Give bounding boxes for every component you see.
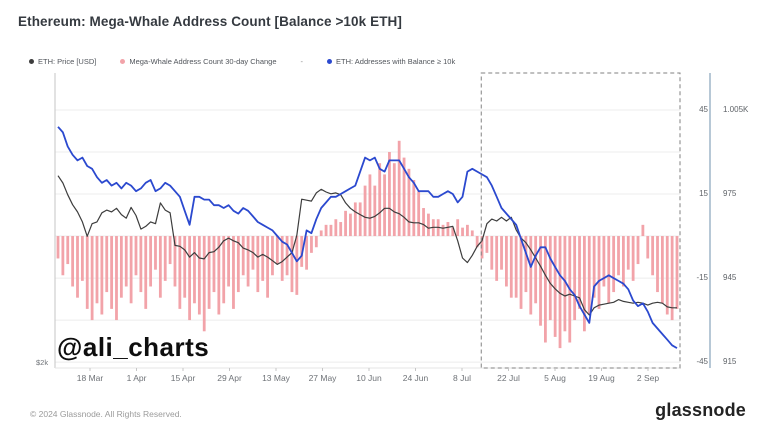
x-axis-tick-label: 15 Apr xyxy=(170,373,196,383)
x-axis-tick-label: 5 Aug xyxy=(544,373,566,383)
y-axis-change-tick-label: -45 xyxy=(696,357,708,367)
x-axis-tick-label: 13 May xyxy=(262,373,290,383)
x-axis-tick-label: 22 Jul xyxy=(497,373,520,383)
y-axis-change-tick-label: 45 xyxy=(699,104,708,114)
x-axis-tick-label: 24 Jun xyxy=(402,373,429,383)
x-axis-tick-label: 1 Apr xyxy=(126,373,147,383)
glassnode-logo: glassnode xyxy=(655,400,746,420)
y-axis-change-tick-label: 15 xyxy=(699,189,708,199)
legend-item-addresses[interactable]: ETH: Addresses with Balance ≥ 10k xyxy=(327,57,455,66)
legend-label: ETH: Addresses with Balance ≥ 10k xyxy=(336,57,456,66)
x-axis-tick-label: 8 Jul xyxy=(453,373,471,383)
y-axis-addresses-tick-label: 945 xyxy=(723,273,737,283)
addresses-series-dot-icon xyxy=(327,59,333,64)
y-axis-change-tick-label: -15 xyxy=(696,273,708,283)
y-axis-addresses-tick-label: 1.005K xyxy=(723,104,749,114)
legend-label: ETH: Price [USD] xyxy=(38,57,97,66)
page-title: Ethereum: Mega-Whale Address Count [Bala… xyxy=(18,14,403,29)
legend-label: Mega-Whale Address Count 30-day Change xyxy=(129,57,277,66)
x-axis-tick-label: 27 May xyxy=(308,373,337,383)
legend-separator: - xyxy=(300,57,304,66)
legend-item-change[interactable]: Mega-Whale Address Count 30-day Change xyxy=(120,57,277,66)
legend-item-price[interactable]: ETH: Price [USD] xyxy=(29,57,96,66)
x-axis-tick-label: 10 Jun xyxy=(356,373,382,383)
x-axis-tick-label: 19 Aug xyxy=(588,373,615,383)
y-axis-addresses-tick-label: 975 xyxy=(723,189,737,199)
x-axis-tick-label: 18 Mar xyxy=(76,373,104,383)
y-axis-addresses-tick-label: 915 xyxy=(723,357,737,367)
chart-legend: ETH: Price [USD] Mega-Whale Address Coun… xyxy=(29,57,455,66)
copyright-text: © 2024 Glassnode. All Rights Reserved. xyxy=(30,409,182,419)
watermark: @ali_charts xyxy=(57,332,210,362)
change-series-dot-icon xyxy=(120,59,126,64)
price-series-dot-icon xyxy=(29,59,34,64)
x-axis-tick-label: 2 Sep xyxy=(636,373,660,383)
y-axis-price-tick-label: $2k xyxy=(36,358,49,367)
x-axis-tick-label: 29 Apr xyxy=(217,373,242,383)
